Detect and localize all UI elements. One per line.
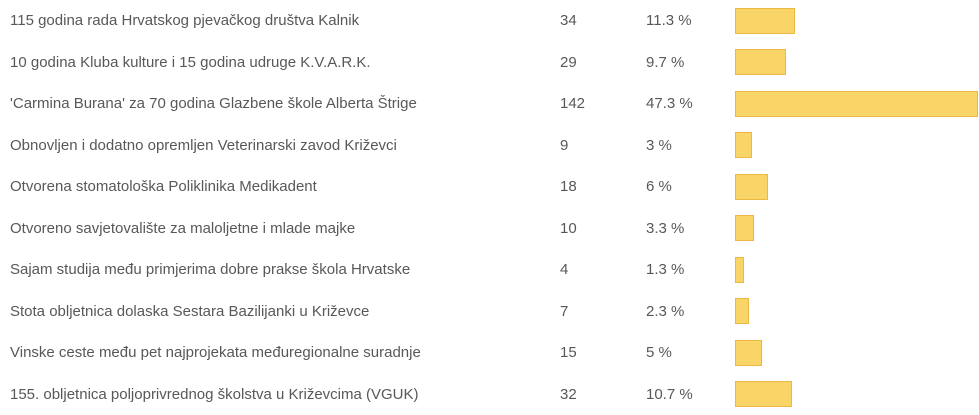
poll-votes-count: 18 xyxy=(560,178,577,196)
poll-bar xyxy=(735,49,786,76)
poll-percent-value: 3 % xyxy=(646,136,672,154)
poll-votes-count: 34 xyxy=(560,12,577,30)
poll-bar xyxy=(735,339,762,366)
poll-percent-value: 6 % xyxy=(646,178,672,196)
poll-percent-value: 9.7 % xyxy=(646,53,685,71)
poll-bar xyxy=(735,298,749,325)
poll-option-label: Otvorena stomatološka Poliklinika Medika… xyxy=(10,178,317,196)
poll-bar-track xyxy=(735,132,979,159)
poll-votes-count: 32 xyxy=(560,385,577,403)
poll-row: Vinske ceste među pet najprojekata međur… xyxy=(0,332,979,374)
poll-bar-track xyxy=(735,215,979,242)
poll-bar-track xyxy=(735,7,979,34)
poll-bar-track xyxy=(735,298,979,325)
poll-percent-value: 1.3 % xyxy=(646,261,685,279)
poll-votes-count: 29 xyxy=(560,53,577,71)
poll-votes-count: 4 xyxy=(560,261,569,279)
poll-row: 155. obljetnica poljoprivrednog školstva… xyxy=(0,374,979,415)
poll-row: 'Carmina Burana' za 70 godina Glazbene š… xyxy=(0,83,979,125)
poll-votes-count: 15 xyxy=(560,344,577,362)
poll-option-label: Vinske ceste među pet najprojekata međur… xyxy=(10,344,421,362)
poll-percent-value: 10.7 % xyxy=(646,385,693,403)
poll-option-label: 'Carmina Burana' za 70 godina Glazbene š… xyxy=(10,95,417,113)
poll-bar xyxy=(735,173,768,200)
poll-bar-track xyxy=(735,90,979,117)
poll-percent-value: 47.3 % xyxy=(646,95,693,113)
poll-row: 10 godina Kluba kulture i 15 godina udru… xyxy=(0,42,979,84)
poll-percent-value: 3.3 % xyxy=(646,219,685,237)
poll-row: 115 godina rada Hrvatskog pjevačkog druš… xyxy=(0,0,979,42)
poll-bar xyxy=(735,132,752,159)
poll-row: Sajam studija među primjerima dobre prak… xyxy=(0,249,979,291)
poll-option-label: Sajam studija među primjerima dobre prak… xyxy=(10,261,411,279)
poll-bar-track xyxy=(735,256,979,283)
poll-option-label: Stota obljetnica dolaska Sestara Bazilij… xyxy=(10,302,370,320)
poll-bar xyxy=(735,381,792,408)
poll-percent-value: 2.3 % xyxy=(646,302,685,320)
poll-row: Otvorena stomatološka Poliklinika Medika… xyxy=(0,166,979,208)
poll-votes-count: 9 xyxy=(560,136,569,154)
poll-option-label: Obnovljen i dodatno opremljen Veterinars… xyxy=(10,136,397,154)
poll-votes-count: 7 xyxy=(560,302,569,320)
poll-option-label: 115 godina rada Hrvatskog pjevačkog druš… xyxy=(10,12,360,30)
poll-bar xyxy=(735,256,744,283)
poll-votes-count: 142 xyxy=(560,95,586,113)
poll-percent-value: 5 % xyxy=(646,344,672,362)
poll-option-label: Otvoreno savjetovalište za maloljetne i … xyxy=(10,219,356,237)
poll-bar-track xyxy=(735,173,979,200)
poll-bar-track xyxy=(735,49,979,76)
poll-row: Otvoreno savjetovalište za maloljetne i … xyxy=(0,208,979,250)
poll-bar xyxy=(735,215,754,242)
poll-bar-track xyxy=(735,381,979,408)
poll-bar xyxy=(735,90,978,117)
poll-row: Obnovljen i dodatno opremljen Veterinars… xyxy=(0,125,979,167)
poll-votes-count: 10 xyxy=(560,219,577,237)
poll-percent-value: 11.3 % xyxy=(646,12,692,30)
poll-option-label: 10 godina Kluba kulture i 15 godina udru… xyxy=(10,53,371,71)
poll-bar xyxy=(735,7,795,34)
poll-row: Stota obljetnica dolaska Sestara Bazilij… xyxy=(0,291,979,333)
poll-bar-track xyxy=(735,339,979,366)
poll-option-label: 155. obljetnica poljoprivrednog školstva… xyxy=(10,385,419,403)
